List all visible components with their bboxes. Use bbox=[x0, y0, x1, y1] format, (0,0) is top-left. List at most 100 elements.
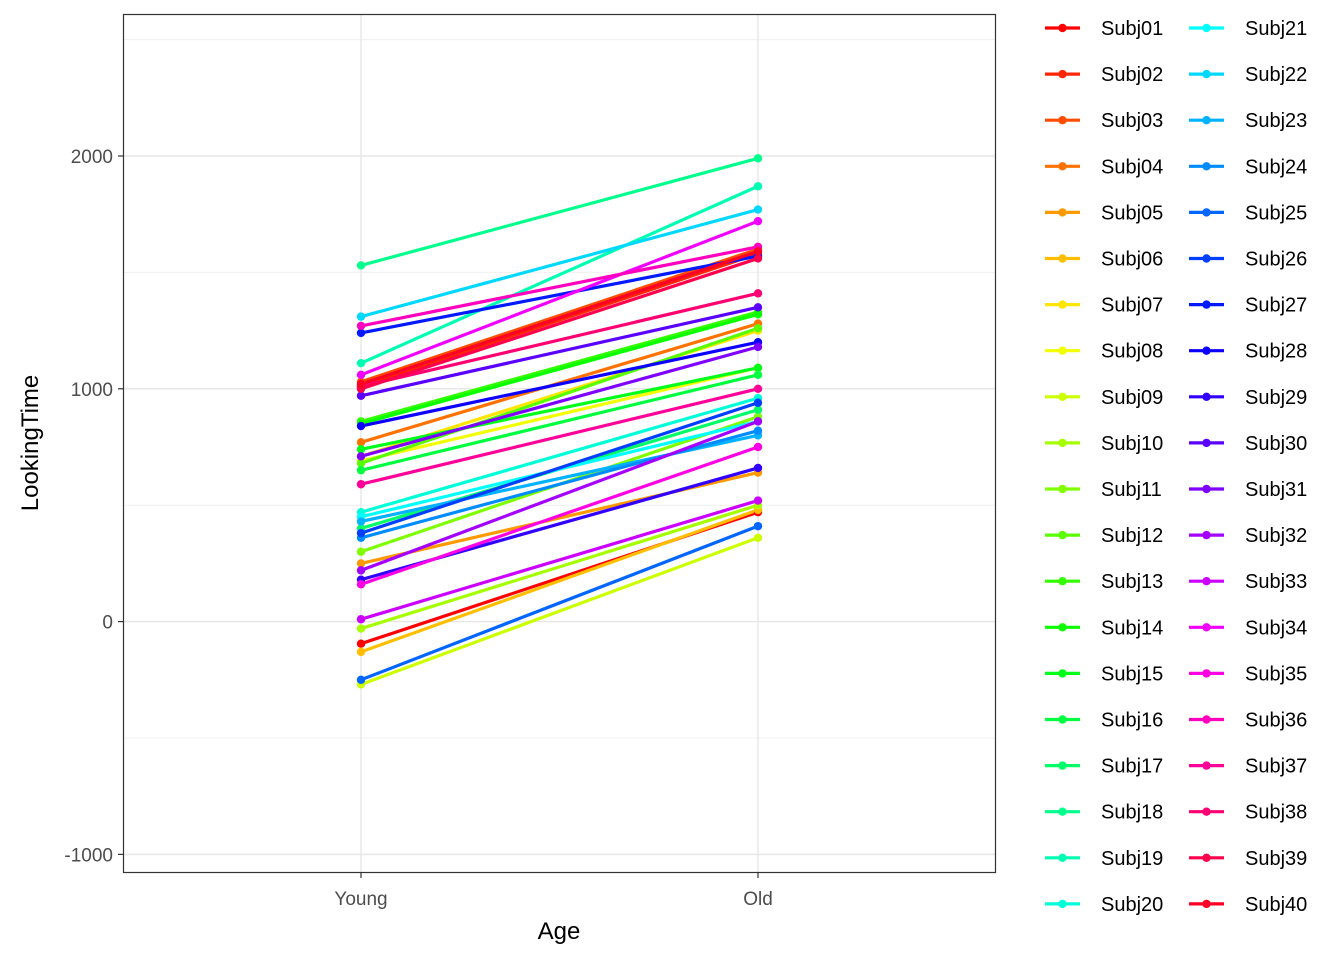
legend-item-subj38: Subj38 bbox=[1189, 802, 1307, 824]
legend-item-subj29: Subj29 bbox=[1189, 387, 1307, 409]
legend-item-subj35: Subj35 bbox=[1189, 663, 1307, 685]
legend-key-point bbox=[1202, 484, 1211, 494]
legend-item-subj06: Subj06 bbox=[1045, 249, 1163, 271]
legend-item-subj21: Subj21 bbox=[1189, 18, 1307, 40]
data-point-subj34-old bbox=[753, 216, 763, 226]
data-point-subj17-old bbox=[753, 405, 763, 414]
series-line-subj33 bbox=[360, 499, 759, 621]
data-point-subj22-old bbox=[753, 205, 763, 214]
legend-item-subj25: Subj25 bbox=[1189, 202, 1307, 224]
legend-item-subj26: Subj26 bbox=[1189, 249, 1307, 271]
legend-item-subj05: Subj05 bbox=[1045, 202, 1163, 224]
legend-key-point bbox=[1058, 23, 1067, 33]
legend-label: Subj04 bbox=[1101, 156, 1163, 178]
series-line-subj26 bbox=[360, 401, 759, 535]
legend-key-point bbox=[1202, 530, 1211, 540]
legend-item-subj08: Subj08 bbox=[1045, 341, 1163, 363]
y-tick-label: -1000 bbox=[64, 845, 113, 866]
legend-item-subj19: Subj19 bbox=[1045, 848, 1163, 870]
data-point-subj25-young bbox=[356, 675, 366, 684]
data-point-subj26-young bbox=[356, 528, 366, 538]
legend-label: Subj35 bbox=[1245, 663, 1307, 685]
data-point-subj26-old bbox=[753, 398, 763, 407]
legend-label: Subj28 bbox=[1245, 341, 1307, 363]
series-line-subj19 bbox=[360, 184, 759, 365]
axes: -1000 0 1000 2000 Young Old bbox=[64, 147, 772, 910]
y-tick-label: 0 bbox=[102, 613, 113, 634]
data-point-subj16-old bbox=[753, 370, 763, 380]
legend-label: Subj38 bbox=[1245, 802, 1307, 824]
data-point-subj16-young bbox=[356, 466, 366, 475]
legend-key-point bbox=[1058, 484, 1067, 494]
legend-item-subj11: Subj11 bbox=[1045, 479, 1162, 501]
data-point-subj23-young bbox=[356, 517, 366, 526]
y-tick-label: 1000 bbox=[71, 380, 113, 401]
data-point-subj32-young bbox=[356, 566, 366, 575]
data-point-subj31-young bbox=[356, 452, 366, 461]
data-point-subj25-old bbox=[753, 521, 763, 531]
series-line-subj36 bbox=[360, 245, 759, 328]
data-point-subj27-young bbox=[356, 328, 366, 338]
legend-label: Subj24 bbox=[1245, 156, 1307, 178]
legend-key-point bbox=[1058, 577, 1067, 586]
series-line-subj15 bbox=[360, 366, 759, 451]
legend-item-subj37: Subj37 bbox=[1189, 756, 1307, 778]
legend-item-subj03: Subj03 bbox=[1045, 110, 1163, 132]
legend-key-point bbox=[1058, 899, 1067, 909]
data-point-subj36-young bbox=[356, 321, 366, 331]
data-point-subj09-old bbox=[753, 533, 763, 542]
data-point-subj14-old bbox=[753, 310, 763, 319]
legend-key-point bbox=[1202, 254, 1211, 263]
legend-key-point bbox=[1202, 899, 1211, 909]
legend-item-subj13: Subj13 bbox=[1045, 571, 1163, 593]
legend-item-subj33: Subj33 bbox=[1189, 571, 1307, 593]
data-point-subj01-young bbox=[356, 639, 366, 648]
series-line-subj08 bbox=[360, 366, 759, 463]
legend-label: Subj29 bbox=[1245, 387, 1307, 409]
legend-key-point bbox=[1058, 438, 1067, 448]
legend-label: Subj27 bbox=[1245, 295, 1307, 317]
legend-label: Subj30 bbox=[1245, 433, 1307, 455]
legend-key-point bbox=[1058, 392, 1067, 401]
data-point-subj19-young bbox=[356, 358, 366, 368]
legend-key-point bbox=[1058, 623, 1067, 632]
series-points bbox=[356, 154, 763, 689]
series-line-subj28 bbox=[360, 340, 759, 428]
legend-key-point bbox=[1202, 23, 1211, 33]
plot-panel-border bbox=[122, 13, 997, 874]
legend-label: Subj39 bbox=[1245, 848, 1307, 870]
y-tick-label: 2000 bbox=[71, 147, 113, 168]
legend-key-point bbox=[1202, 623, 1211, 632]
legend-item-subj07: Subj07 bbox=[1045, 295, 1163, 317]
legend-label: Subj06 bbox=[1101, 249, 1163, 271]
legend-key-point bbox=[1202, 853, 1211, 862]
legend-key-point bbox=[1202, 577, 1211, 586]
data-point-subj29-old bbox=[753, 463, 763, 473]
data-point-subj35-old bbox=[753, 442, 763, 452]
data-point-subj11-young bbox=[356, 547, 366, 556]
legend-item-subj14: Subj14 bbox=[1045, 617, 1163, 639]
legend-key-point bbox=[1202, 162, 1211, 171]
legend-item-subj34: Subj34 bbox=[1189, 617, 1307, 639]
legend-label: Subj01 bbox=[1101, 18, 1163, 40]
legend-item-subj40: Subj40 bbox=[1189, 894, 1307, 916]
series-line-subj32 bbox=[360, 419, 759, 572]
data-point-subj34-young bbox=[356, 370, 366, 380]
series-line-subj14 bbox=[360, 312, 759, 426]
legend-key-point bbox=[1202, 761, 1211, 770]
data-point-subj40-young bbox=[356, 379, 366, 389]
legend-label: Subj05 bbox=[1101, 202, 1163, 224]
legend-item-subj17: Subj17 bbox=[1045, 756, 1163, 778]
series-line-subj22 bbox=[360, 207, 759, 319]
legend-label: Subj20 bbox=[1101, 894, 1163, 916]
legend-item-subj24: Subj24 bbox=[1189, 156, 1307, 178]
data-point-subj33-old bbox=[753, 496, 763, 505]
series-line-subj39 bbox=[360, 256, 759, 391]
legend-item-subj16: Subj16 bbox=[1045, 710, 1163, 732]
x-tick-label: Old bbox=[743, 889, 773, 910]
legend-key-point bbox=[1058, 530, 1067, 540]
legend-key-point bbox=[1202, 807, 1211, 816]
data-point-subj12-old bbox=[753, 324, 763, 333]
